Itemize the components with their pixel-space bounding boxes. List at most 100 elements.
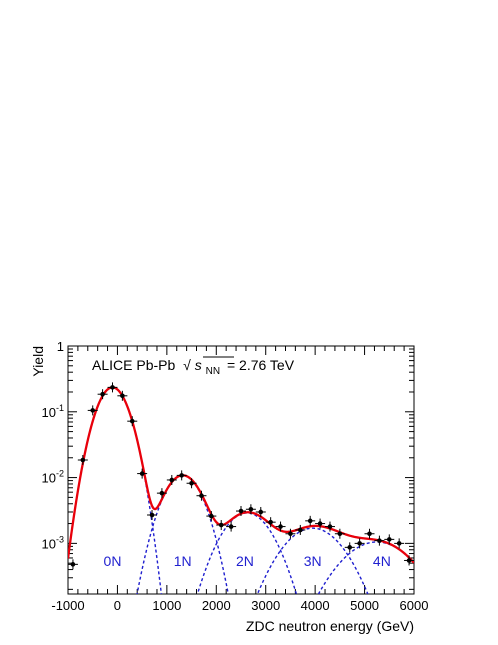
x-tick-label: 1000: [152, 598, 181, 613]
x-tick-labels: -1000 0 1000 2000 3000 4000 5000 6000: [51, 598, 428, 613]
annotation-s-sub: NN: [206, 366, 220, 377]
y-tick-exponent: -3: [56, 534, 64, 544]
x-tick-label: 3000: [251, 598, 280, 613]
data-point: [166, 474, 177, 485]
data-point: [206, 511, 217, 522]
x-tick-label: 6000: [400, 598, 429, 613]
data-point: [285, 528, 296, 539]
data-point: [216, 520, 227, 531]
data-point: [305, 515, 316, 526]
y-tick-exponent: -1: [56, 403, 64, 413]
y-tick-base: 1: [57, 339, 64, 354]
plot-frame: [67, 345, 415, 595]
data-marker: [258, 509, 264, 515]
data-point: [334, 528, 345, 539]
data-marker: [307, 518, 313, 524]
axis-ticks: [67, 345, 415, 594]
y-tick-label: 10-2: [42, 469, 64, 486]
data-marker: [357, 541, 362, 546]
data-marker: [367, 531, 372, 537]
data-point: [344, 542, 355, 553]
data-point: [255, 506, 266, 517]
data-marker: [377, 538, 382, 543]
peak-label: 4N: [373, 553, 391, 569]
data-point: [384, 534, 395, 545]
y-tick-base: 10: [42, 536, 56, 551]
peak-labels: 0N 1N 2N 3N 4N: [104, 553, 391, 569]
data-point: [265, 517, 276, 528]
data-point: [156, 488, 167, 499]
data-marker: [288, 531, 293, 537]
data-marker: [139, 471, 145, 476]
data-point: [107, 382, 118, 393]
data-points: [67, 382, 415, 570]
peak-label: 1N: [174, 553, 192, 569]
x-tick-label: 5000: [350, 598, 379, 613]
experiment-annotation: ALICE Pb-Pb √ s NN = 2.76 TeV: [92, 357, 295, 377]
data-marker: [238, 508, 244, 514]
annotation-prefix: ALICE Pb-Pb: [92, 357, 175, 373]
data-point: [196, 490, 207, 501]
y-tick-label: 10-1: [42, 403, 64, 420]
data-marker: [278, 524, 283, 529]
data-marker: [70, 562, 76, 567]
data-point: [295, 524, 306, 535]
fit-curve: [68, 386, 414, 564]
data-point: [394, 538, 405, 549]
component-curves: [68, 386, 414, 594]
data-point: [404, 555, 415, 566]
data-point: [245, 504, 256, 515]
data-marker: [209, 513, 214, 519]
data-point: [137, 468, 148, 479]
data-point: [87, 405, 98, 416]
y-tick-label: 1: [57, 339, 64, 354]
data-marker: [268, 519, 273, 525]
peak-label: 3N: [304, 553, 322, 569]
data-point: [127, 416, 138, 427]
y-tick-labels: 110-110-210-3: [42, 339, 64, 551]
data-point: [97, 389, 108, 400]
component-curve: [256, 527, 369, 594]
x-tick-label: 2000: [202, 598, 231, 613]
y-tick-label: 10-3: [42, 534, 64, 551]
data-point: [117, 390, 128, 401]
data-marker: [80, 457, 86, 463]
data-point: [374, 535, 385, 546]
data-marker: [298, 527, 303, 533]
data-marker: [189, 480, 194, 486]
data-marker: [317, 521, 323, 526]
data-marker: [337, 531, 343, 537]
x-tick-label: 0: [114, 598, 121, 613]
y-axis-title: Yield: [30, 346, 46, 377]
data-marker: [396, 541, 402, 546]
data-point: [147, 509, 158, 520]
data-marker: [347, 545, 353, 550]
data-point: [176, 470, 187, 481]
data-marker: [179, 473, 184, 478]
y-tick-base: 10: [42, 471, 56, 486]
data-marker: [199, 493, 204, 499]
x-tick-label: -1000: [51, 598, 84, 613]
data-point: [315, 518, 326, 529]
data-marker: [120, 393, 125, 399]
data-point: [354, 538, 365, 549]
data-point: [77, 455, 88, 466]
peak-label: 2N: [236, 553, 254, 569]
annotation-suffix: = 2.76 TeV: [227, 357, 295, 373]
data-point: [67, 559, 78, 570]
component-curve: [196, 512, 298, 594]
data-point: [236, 506, 246, 517]
data-marker: [100, 391, 105, 397]
annotation-sqrt: √: [183, 357, 191, 373]
data-point: [186, 478, 197, 489]
component-curve: [317, 541, 414, 594]
data-marker: [386, 537, 392, 542]
data-marker: [169, 477, 175, 483]
data-point: [324, 521, 335, 532]
data-marker: [218, 522, 224, 528]
y-tick-exponent: -2: [56, 469, 64, 479]
data-point: [275, 521, 286, 532]
data-marker: [110, 385, 115, 390]
data-marker: [228, 524, 234, 529]
